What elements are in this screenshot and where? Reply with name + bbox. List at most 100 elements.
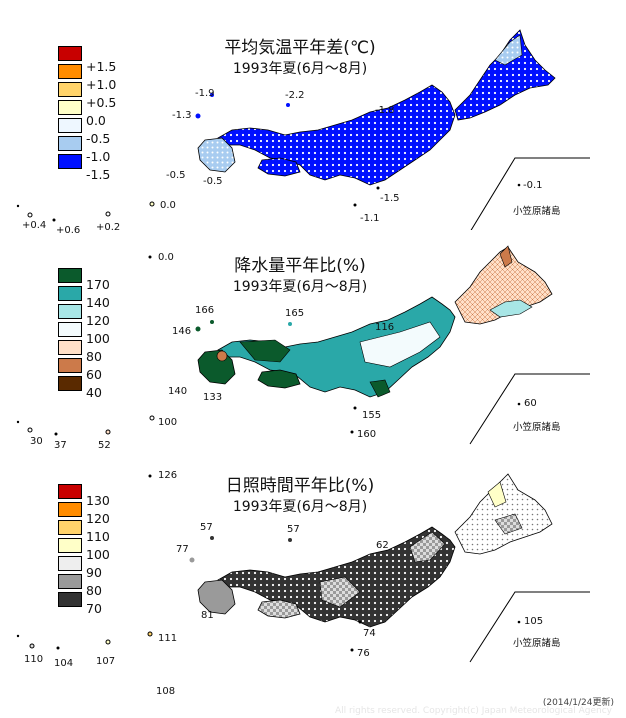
station-value: 107 bbox=[96, 656, 116, 667]
legend-swatch bbox=[58, 574, 82, 589]
panel-subtitle: 1993年夏(6月～8月) bbox=[232, 499, 368, 515]
legend-swatch bbox=[58, 304, 82, 319]
precipitation-map-panel: 降水量平年比(%) 1993年夏(6月～8月) 170 140 120 100 … bbox=[0, 232, 626, 457]
station-value: 76 bbox=[357, 648, 370, 659]
station-value: +0.4 bbox=[22, 220, 47, 231]
legend-swatch bbox=[58, 376, 82, 391]
legend-swatch bbox=[58, 358, 82, 373]
panel-subtitle: 1993年夏(6月～8月) bbox=[232, 279, 368, 295]
temperature-map bbox=[16, 29, 590, 230]
legend-swatch bbox=[58, 100, 82, 115]
sunshine-map-panel: 日照時間平年比(%) 1993年夏(6月～8月) 130 120 110 100… bbox=[0, 462, 626, 697]
panel-title: 日照時間平年比(%) bbox=[225, 476, 375, 496]
hokkaido-region bbox=[454, 29, 556, 121]
legend-value: 140 bbox=[86, 295, 110, 310]
precipitation-map bbox=[16, 245, 590, 445]
legend-swatch bbox=[58, 484, 82, 499]
legend-swatch bbox=[58, 268, 82, 283]
panel-title: 降水量平年比(%) bbox=[234, 256, 366, 276]
legend-swatch bbox=[58, 46, 82, 61]
ogasawara-inset bbox=[469, 591, 590, 663]
station-value: 108 bbox=[156, 686, 176, 697]
station-value: -1.8 bbox=[375, 105, 395, 116]
station-value: -1.5 bbox=[380, 193, 400, 204]
legend-swatch bbox=[58, 64, 82, 79]
panel-subtitle: 1993年夏(6月～8月) bbox=[232, 61, 368, 77]
legend-swatch bbox=[58, 82, 82, 97]
station-value: 140 bbox=[168, 386, 188, 397]
legend-value: -1.0 bbox=[86, 149, 111, 164]
station-value: 62 bbox=[376, 540, 389, 551]
station-value: 0.0 bbox=[160, 200, 176, 211]
legend-value: 120 bbox=[86, 511, 110, 526]
legend-value: 90 bbox=[86, 565, 102, 580]
station-value: 57 bbox=[287, 524, 300, 535]
station-value: 133 bbox=[203, 392, 223, 403]
station-value: -0.1 bbox=[523, 180, 543, 191]
legend-value: 40 bbox=[86, 385, 102, 400]
station-value: -1.3 bbox=[172, 110, 192, 121]
station-value: -0.5 bbox=[166, 170, 186, 181]
station-value: 30 bbox=[30, 436, 43, 447]
update-date: (2014/1/24更新) bbox=[542, 698, 614, 708]
legend-value: 80 bbox=[86, 583, 102, 598]
station-value: 81 bbox=[201, 610, 214, 621]
station-value: -0.5 bbox=[203, 176, 223, 187]
station-value: 110 bbox=[24, 654, 44, 665]
station-value: 52 bbox=[98, 440, 111, 451]
legend-swatch bbox=[58, 592, 82, 607]
station-value: 104 bbox=[54, 658, 74, 669]
ogasawara-inset bbox=[469, 373, 590, 445]
honshu-region bbox=[217, 84, 456, 186]
station-value: 74 bbox=[363, 628, 376, 639]
station-value: 77 bbox=[176, 544, 189, 555]
station-value: 155 bbox=[362, 410, 382, 421]
copyright-notice: All rights reserved. Copyright(c) Japan … bbox=[334, 706, 612, 716]
station-value: 146 bbox=[172, 326, 192, 337]
legend-swatch bbox=[58, 502, 82, 517]
legend-value: 100 bbox=[86, 331, 110, 346]
station-value: 160 bbox=[357, 429, 377, 440]
station-value: 37 bbox=[54, 440, 67, 451]
station-value: 60 bbox=[524, 398, 537, 409]
legend-value: -0.5 bbox=[86, 131, 111, 146]
legend-value: 60 bbox=[86, 367, 102, 382]
legend-swatch bbox=[58, 154, 82, 169]
ogasawara-label: 小笠原諸島 bbox=[513, 206, 561, 217]
kyushu-region bbox=[197, 137, 236, 173]
legend-swatch bbox=[58, 118, 82, 133]
station-value: +0.6 bbox=[56, 225, 81, 236]
sunshine-map bbox=[16, 473, 590, 663]
legend-value: 120 bbox=[86, 313, 110, 328]
legend-value: -1.5 bbox=[86, 167, 111, 182]
station-value: 111 bbox=[158, 633, 178, 644]
legend-swatch bbox=[58, 322, 82, 337]
station-value: 100 bbox=[158, 417, 178, 428]
legend-swatch bbox=[58, 340, 82, 355]
panel-title: 平均気温平年差(℃) bbox=[224, 38, 376, 58]
station-value: -2.2 bbox=[285, 90, 305, 101]
legend-value: 80 bbox=[86, 349, 102, 364]
legend-value: 130 bbox=[86, 493, 110, 508]
legend-swatch bbox=[58, 136, 82, 151]
station-value: 165 bbox=[285, 308, 305, 319]
legend-value: 0.0 bbox=[86, 113, 106, 128]
shikoku-region bbox=[257, 157, 301, 177]
legend-swatch bbox=[58, 520, 82, 535]
ogasawara-label: 小笠原諸島 bbox=[513, 638, 561, 649]
legend-value: +1.5 bbox=[86, 59, 117, 74]
legend-swatch bbox=[58, 556, 82, 571]
legend-value: +0.5 bbox=[86, 95, 117, 110]
station-value: +0.2 bbox=[96, 222, 121, 233]
legend-value: 70 bbox=[86, 601, 102, 616]
station-value: 57 bbox=[200, 522, 213, 533]
station-value: 126 bbox=[158, 470, 178, 481]
legend-swatch bbox=[58, 286, 82, 301]
temperature-map-panel: 平均気温平年差(℃) 1993年夏(6月～8月) +1.5 +1.0 +0.5 … bbox=[0, 0, 626, 236]
station-value: -1.1 bbox=[360, 213, 380, 224]
station-value: 166 bbox=[195, 305, 215, 316]
station-value: 105 bbox=[524, 616, 544, 627]
legend-value: 110 bbox=[86, 529, 110, 544]
station-value: 116 bbox=[375, 322, 395, 333]
legend-value: 170 bbox=[86, 277, 110, 292]
